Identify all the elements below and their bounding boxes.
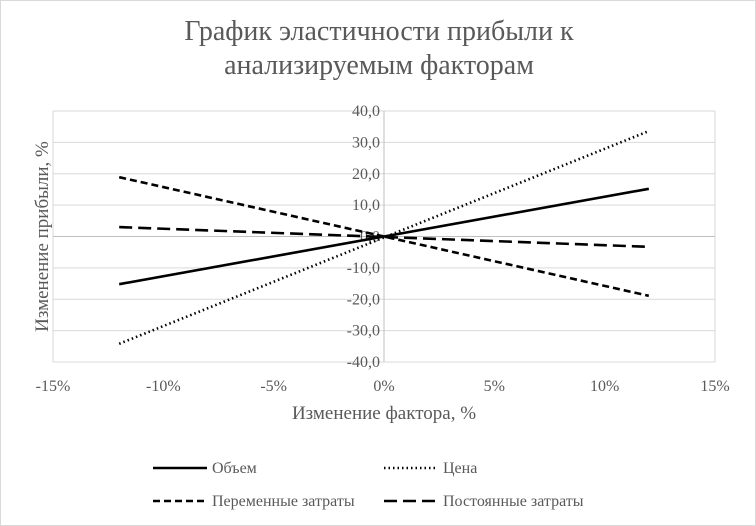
series-line-3 bbox=[118, 175, 650, 298]
legend-label-3: Переменные затраты bbox=[212, 493, 355, 510]
series-line-1 bbox=[118, 187, 650, 286]
x-tick-label: 15% bbox=[700, 378, 729, 395]
y-tick-label: 30,0 bbox=[352, 134, 380, 151]
y-tick-label: 20,0 bbox=[352, 166, 380, 183]
x-tick-label: -5% bbox=[260, 378, 287, 395]
legend-label-1: Объем bbox=[212, 460, 257, 477]
x-tick-label: -10% bbox=[146, 378, 181, 395]
y-tick-label: 40,0 bbox=[352, 103, 380, 120]
x-tick-label: 0% bbox=[373, 378, 394, 395]
chart-title: График эластичности прибыли к анализируе… bbox=[184, 16, 574, 81]
series-line-4 bbox=[119, 225, 649, 249]
y-axis-title: Изменение прибыли, % bbox=[32, 141, 53, 332]
series-line-2 bbox=[118, 129, 650, 346]
y-tick-label: -40,0 bbox=[347, 354, 380, 371]
y-tick-label: -10,0 bbox=[347, 260, 380, 277]
x-tick-label: 10% bbox=[590, 378, 619, 395]
legend-label-2: Цена bbox=[443, 460, 477, 477]
y-tick-label: 10,0 bbox=[352, 197, 380, 214]
y-tick-label: -20,0 bbox=[347, 291, 380, 308]
legend-label-4: Постоянные затраты bbox=[443, 493, 584, 510]
x-axis-title: Изменение фактора, % bbox=[292, 403, 476, 424]
y-tick-label: -30,0 bbox=[347, 323, 380, 340]
x-tick-label: 5% bbox=[484, 378, 505, 395]
x-tick-label: -15% bbox=[36, 378, 71, 395]
